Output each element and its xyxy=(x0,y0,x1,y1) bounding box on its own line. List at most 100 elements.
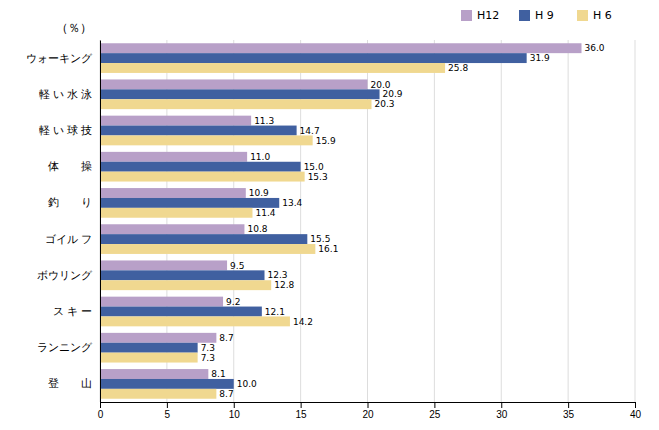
y-tick-label: 登 山 xyxy=(48,377,92,389)
x-tick-label: 35 xyxy=(563,409,575,420)
bar xyxy=(100,89,380,99)
bar xyxy=(100,63,445,73)
y-tick-label: 軽 い 球 技 xyxy=(39,124,92,136)
data-label: 12.1 xyxy=(265,307,285,317)
grid xyxy=(100,40,635,402)
x-tick-mark xyxy=(234,402,235,408)
bar xyxy=(100,208,252,218)
bar xyxy=(100,369,208,379)
legend-label: H 6 xyxy=(593,9,612,22)
x-tick-label: 0 xyxy=(98,409,104,420)
x-tick-label: 40 xyxy=(630,409,642,420)
y-tick-label: 軽 い 水 泳 xyxy=(39,88,92,100)
data-label: 8.7 xyxy=(219,333,233,343)
bar xyxy=(100,343,198,353)
bar xyxy=(100,389,216,399)
y-tick: ボウリング xyxy=(37,269,100,281)
bar xyxy=(100,316,290,326)
x-tick-mark xyxy=(301,402,302,408)
data-labels: 36.020.011.311.010.910.89.59.28.78.131.9… xyxy=(201,43,605,399)
x-tick-label: 25 xyxy=(429,409,441,420)
data-label: 8.7 xyxy=(219,389,233,399)
grid-line xyxy=(568,40,569,402)
y-tick-label: ゴイル フ xyxy=(45,233,92,245)
x-axis: 0 5 10 15 20 25 30 35 40 xyxy=(98,402,642,420)
x-tick-label: 5 xyxy=(165,409,171,420)
grid-line xyxy=(501,40,502,402)
bar xyxy=(100,260,227,270)
data-label: 20.3 xyxy=(375,99,395,109)
data-label: 36.0 xyxy=(585,43,605,53)
axis-unit-label: （％） xyxy=(56,21,92,35)
data-label: 7.3 xyxy=(201,353,215,363)
data-label: 31.9 xyxy=(530,53,550,63)
bar xyxy=(100,172,305,182)
data-label: 11.0 xyxy=(250,152,270,162)
bar xyxy=(100,244,315,254)
grid-line xyxy=(635,40,636,402)
bar xyxy=(100,79,368,89)
y-axis: ウォーキング軽 い 水 泳軽 い 球 技体 操釣 りゴイル フボウリングス キ … xyxy=(26,41,101,403)
x-tick-mark xyxy=(568,402,569,408)
data-label: 14.7 xyxy=(300,126,320,136)
bar xyxy=(100,126,297,136)
bar xyxy=(100,188,246,198)
data-label: 14.2 xyxy=(293,317,313,327)
chart: 36.020.011.311.010.910.89.59.28.78.131.9… xyxy=(0,0,659,430)
x-tick-label: 10 xyxy=(229,409,241,420)
y-tick: 登 山 xyxy=(48,377,100,389)
y-tick: ス キ ー xyxy=(53,305,100,317)
x-tick: 20 xyxy=(362,402,374,420)
bar xyxy=(100,234,307,244)
y-axis-line xyxy=(100,41,101,403)
data-label: 15.3 xyxy=(308,172,328,182)
y-tick: ウォーキング xyxy=(26,52,100,64)
x-tick-mark xyxy=(434,402,435,408)
bars xyxy=(100,43,582,398)
x-tick-mark xyxy=(501,402,502,408)
y-tick: 軽 い 球 技 xyxy=(39,124,100,136)
data-label: 9.2 xyxy=(226,297,240,307)
data-label: 20.9 xyxy=(383,89,403,99)
x-tick-label: 20 xyxy=(362,409,374,420)
y-tick-label: ランニング xyxy=(37,341,93,353)
data-label: 16.1 xyxy=(318,244,338,254)
y-tick: 体 操 xyxy=(48,160,100,172)
bar xyxy=(100,43,582,53)
bar xyxy=(100,333,216,343)
y-tick-label: 体 操 xyxy=(48,160,92,172)
data-label: 25.8 xyxy=(448,63,468,73)
x-tick-mark xyxy=(100,402,101,408)
bar xyxy=(100,224,244,234)
x-tick-mark xyxy=(167,402,168,408)
grid-line xyxy=(434,40,435,402)
legend-item: H 6 xyxy=(577,9,612,22)
bar xyxy=(100,353,198,363)
legend-swatch xyxy=(577,10,588,21)
x-tick: 10 xyxy=(229,402,241,420)
y-tick: ゴイル フ xyxy=(45,233,100,245)
data-label: 11.3 xyxy=(254,116,274,126)
legend-item: H 9 xyxy=(519,9,554,22)
x-tick: 40 xyxy=(630,402,642,420)
bar xyxy=(100,297,223,307)
data-label: 15.9 xyxy=(316,136,336,146)
data-label: 13.4 xyxy=(282,198,302,208)
data-label: 11.4 xyxy=(255,208,275,218)
legend-swatch xyxy=(461,10,472,21)
data-label: 15.0 xyxy=(304,162,324,172)
x-tick-label: 15 xyxy=(296,409,308,420)
y-tick-label: ス キ ー xyxy=(53,305,92,317)
data-label: 7.3 xyxy=(201,343,215,353)
x-tick: 5 xyxy=(165,402,171,420)
y-tick-label: ウォーキング xyxy=(26,52,93,64)
data-label: 12.3 xyxy=(268,270,288,280)
bar xyxy=(100,152,247,162)
bar xyxy=(100,280,271,290)
x-tick-label: 30 xyxy=(496,409,508,420)
legend-label: H 9 xyxy=(535,9,554,22)
bar-series xyxy=(100,63,445,399)
data-label: 9.5 xyxy=(230,261,244,271)
y-tick: 釣 り xyxy=(48,196,100,208)
x-tick: 35 xyxy=(563,402,575,420)
